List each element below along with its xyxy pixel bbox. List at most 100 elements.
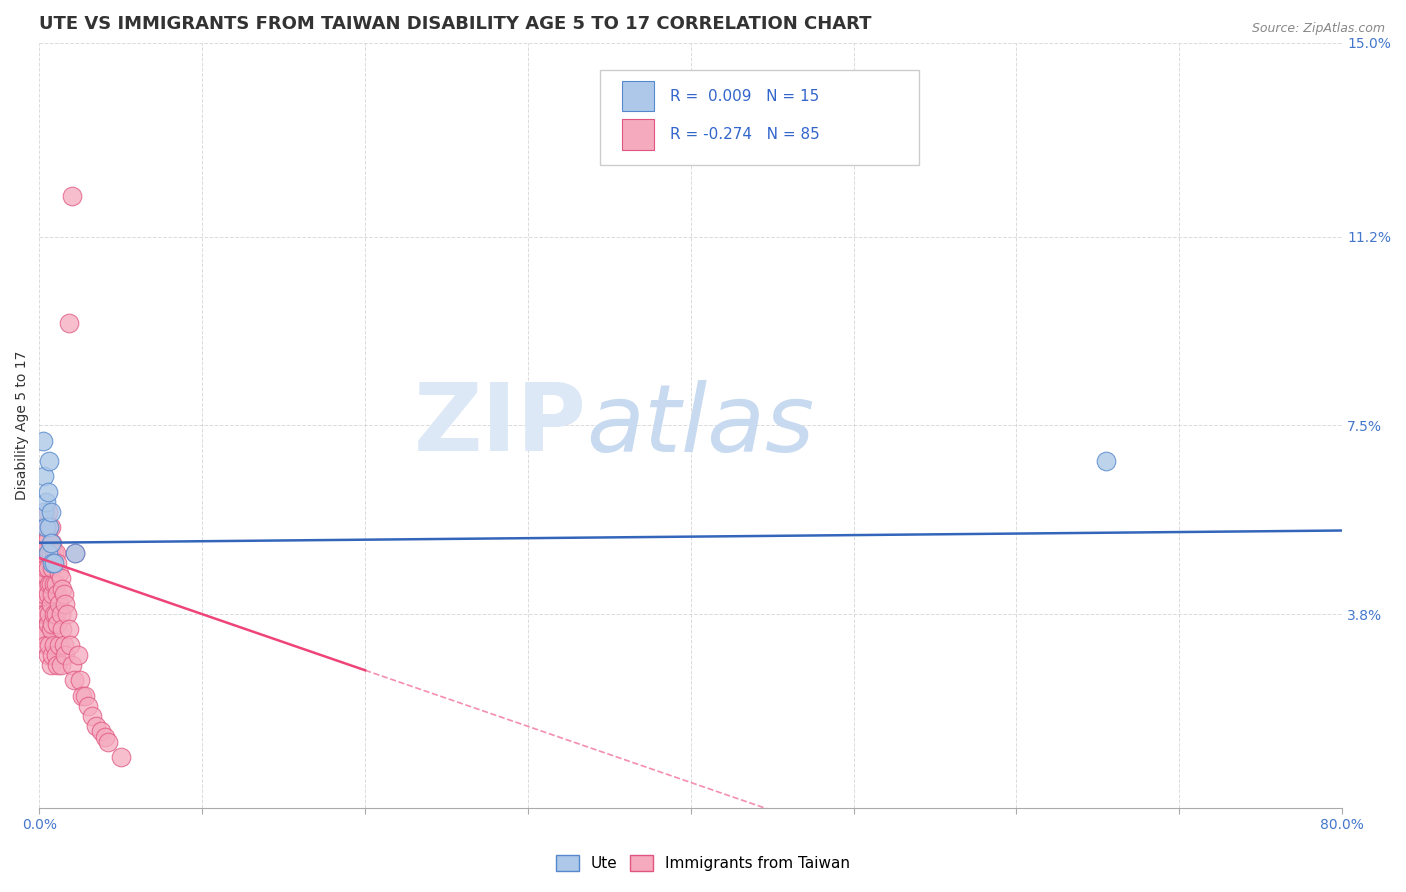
Point (34, 546, 56, 560)
Point (51, 623, 73, 637)
Y-axis label: Disability Age 5 to 17: Disability Age 5 to 17 (15, 351, 30, 500)
Point (37, 648, 59, 662)
Point (41, 587, 63, 601)
Point (31, 434, 53, 448)
Point (60, 658, 83, 673)
Point (45, 607, 67, 622)
Text: R = -0.274   N = 85: R = -0.274 N = 85 (669, 128, 820, 142)
Point (110, 750, 132, 764)
FancyBboxPatch shape (621, 80, 654, 112)
Point (73, 689, 96, 703)
Point (31, 556, 53, 570)
Point (37, 546, 59, 560)
Point (31, 520, 53, 534)
Point (41, 561, 63, 575)
Point (49, 607, 72, 622)
Point (86, 719, 108, 733)
Point (30, 571, 52, 585)
Point (55, 648, 77, 662)
Point (46, 587, 69, 601)
Text: R =  0.009   N = 15: R = 0.009 N = 15 (669, 88, 820, 103)
Point (30, 607, 52, 622)
Point (34, 566, 56, 581)
Point (35, 520, 58, 534)
Point (97, 734, 120, 748)
Point (39, 597, 62, 611)
Point (60, 189, 83, 203)
Point (39, 520, 62, 534)
Point (39, 505, 62, 519)
Point (34, 469, 56, 483)
Point (38, 454, 60, 468)
Point (34, 520, 56, 534)
Point (35, 495, 58, 509)
Point (35, 535, 58, 549)
Point (90, 724, 112, 739)
Text: atlas: atlas (586, 380, 815, 471)
Point (48, 638, 70, 652)
Point (45, 576, 67, 591)
Point (38, 576, 60, 591)
Point (39, 658, 62, 673)
Point (46, 556, 69, 570)
Point (80, 709, 103, 723)
Point (59, 638, 82, 652)
Point (37, 561, 59, 575)
Point (31, 597, 53, 611)
Point (45, 546, 67, 560)
Point (37, 531, 59, 545)
Text: ZIP: ZIP (413, 379, 586, 472)
Point (39, 576, 62, 591)
Point (46, 658, 69, 673)
Point (49, 658, 72, 673)
Point (39, 535, 62, 549)
Point (42, 546, 65, 560)
Point (1095, 454, 1118, 468)
Point (70, 689, 93, 703)
Point (69, 673, 91, 688)
Point (39, 546, 62, 560)
Legend: Ute, Immigrants from Taiwan: Ute, Immigrants from Taiwan (550, 849, 856, 877)
Point (34, 587, 56, 601)
Point (42, 556, 65, 570)
Point (37, 617, 59, 632)
Point (45, 648, 67, 662)
Point (41, 535, 63, 549)
Point (37, 505, 59, 519)
Point (31, 576, 53, 591)
Point (52, 638, 75, 652)
Point (93, 730, 115, 744)
Point (48, 566, 70, 581)
Text: UTE VS IMMIGRANTS FROM TAIWAN DISABILITY AGE 5 TO 17 CORRELATION CHART: UTE VS IMMIGRANTS FROM TAIWAN DISABILITY… (39, 15, 872, 33)
Point (77, 698, 100, 713)
Point (67, 648, 90, 662)
FancyBboxPatch shape (621, 120, 654, 150)
Point (30, 546, 52, 560)
Point (35, 561, 58, 575)
Point (35, 607, 58, 622)
Point (37, 484, 59, 499)
Point (38, 520, 60, 534)
Point (65, 546, 87, 560)
Point (48, 597, 70, 611)
Point (52, 587, 75, 601)
Point (42, 576, 65, 591)
Point (37, 587, 59, 601)
Point (38, 520, 60, 534)
Point (39, 623, 62, 637)
Point (49, 571, 72, 585)
Point (41, 648, 63, 662)
Point (38, 607, 60, 622)
Point (55, 597, 77, 611)
Point (42, 638, 65, 652)
FancyBboxPatch shape (599, 70, 918, 165)
Text: Source: ZipAtlas.com: Source: ZipAtlas.com (1251, 22, 1385, 36)
Point (35, 582, 58, 596)
Point (30, 587, 52, 601)
Point (35, 638, 58, 652)
Point (34, 607, 56, 622)
Point (41, 617, 63, 632)
Point (56, 607, 79, 622)
Point (62, 673, 84, 688)
Point (65, 546, 87, 560)
